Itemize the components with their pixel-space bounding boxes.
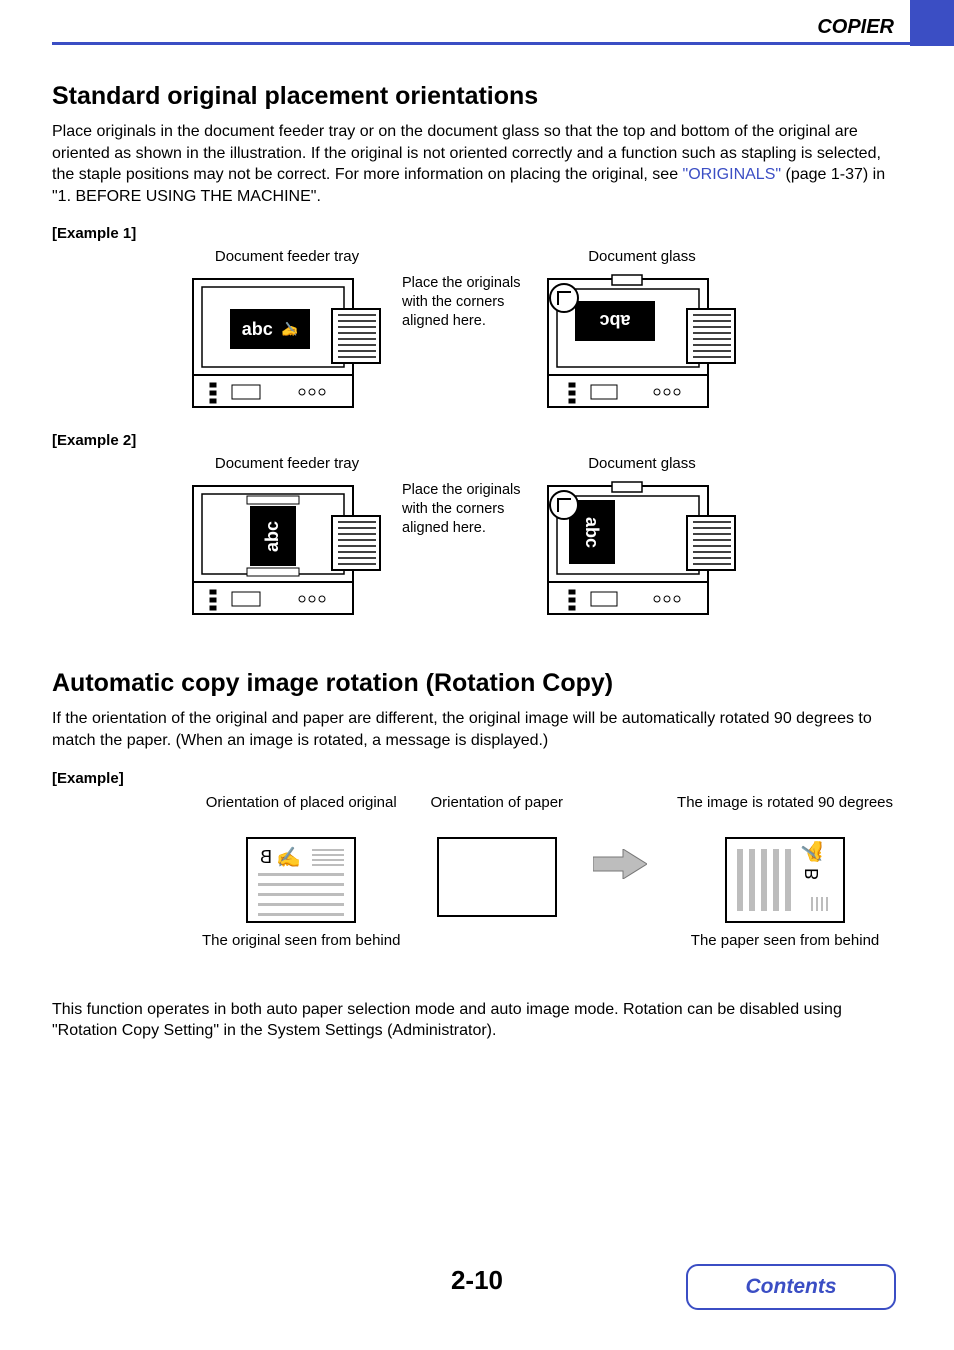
rot-col-paper: Orientation of paper: [430, 793, 563, 965]
abc-doc-ex1-glass: abc: [575, 301, 655, 341]
ex2-feeder-label: Document feeder tray: [192, 455, 382, 472]
ex1-feeder-label: Document feeder tray: [192, 248, 382, 265]
originals-link[interactable]: "ORIGINALS": [683, 166, 782, 183]
header-band: COPIER: [0, 0, 954, 46]
header-accent-block: [910, 0, 954, 46]
rot-col-result: The image is rotated 90 degrees ✍ B The …: [677, 793, 893, 971]
intro-paragraph: Place originals in the document feeder t…: [52, 121, 894, 207]
ex1-glass-col: Document glass: [547, 248, 737, 414]
ex2-note: Place the originals with the corners ali…: [402, 455, 527, 538]
rot-c3-top: The image is rotated 90 degrees: [677, 793, 893, 833]
rot-c1-top: Orientation of placed original: [202, 793, 400, 833]
b-letter: B: [802, 868, 823, 880]
abc-doc-ex1-feeder: abc ✍: [230, 309, 310, 349]
abc-text: abc: [263, 521, 284, 552]
printer-feeder-ex1: abc ✍: [192, 269, 382, 414]
result-card: ✍ B: [725, 837, 845, 923]
ex1-note: Place the originals with the corners ali…: [402, 248, 527, 331]
rotation-intro: If the orientation of the original and p…: [52, 708, 894, 751]
example-1-label: [Example 1]: [52, 225, 894, 242]
hand-icon: ✍: [800, 839, 825, 864]
example-1-row: Document feeder tray: [192, 248, 894, 414]
printer-glass-ex1: abc: [547, 269, 737, 414]
b-glyph-original: ✍ B: [260, 845, 301, 870]
abc-text: abc: [242, 319, 273, 340]
rot-c3-bot: The paper seen from behind: [677, 931, 893, 971]
section-title: COPIER: [817, 16, 894, 39]
ex2-glass-col: Document glass: [547, 455, 737, 621]
abc-text: abc: [582, 517, 603, 548]
abc-text: abc: [599, 311, 630, 332]
hand-icon: ✍: [281, 321, 298, 338]
rot-c1-bot: The original seen from behind: [202, 931, 400, 971]
contents-button[interactable]: Contents: [686, 1264, 896, 1310]
heading-rotation: Automatic copy image rotation (Rotation …: [52, 669, 894, 698]
heading-placement: Standard original placement orientations: [52, 82, 894, 111]
example-3-label: [Example]: [52, 770, 894, 787]
arrow-icon: [593, 793, 647, 884]
rot-col-original: Orientation of placed original ✍ B The o…: [202, 793, 400, 971]
ex2-feeder-col: Document feeder tray: [192, 455, 382, 621]
original-card: ✍ B: [246, 837, 356, 923]
abc-doc-ex2-feeder: abc: [250, 506, 296, 566]
paper-card: [437, 837, 557, 917]
example-2-label: [Example 2]: [52, 432, 894, 449]
rotation-row: Orientation of placed original ✍ B The o…: [202, 793, 894, 971]
header-rule: [52, 42, 910, 45]
example-2-row: Document feeder tray: [192, 455, 894, 621]
printer-glass-ex2: abc: [547, 476, 737, 621]
printer-feeder-ex2: abc: [192, 476, 382, 621]
b-letter: B: [260, 847, 272, 868]
rot-c2-top: Orientation of paper: [430, 793, 563, 833]
b-glyph-result: ✍ B: [800, 839, 825, 880]
ex2-glass-label: Document glass: [547, 455, 737, 472]
ex1-glass-label: Document glass: [547, 248, 737, 265]
hand-icon: ✍: [276, 845, 301, 870]
ex1-feeder-col: Document feeder tray: [192, 248, 382, 414]
outro-paragraph: This function operates in both auto pape…: [52, 999, 894, 1042]
